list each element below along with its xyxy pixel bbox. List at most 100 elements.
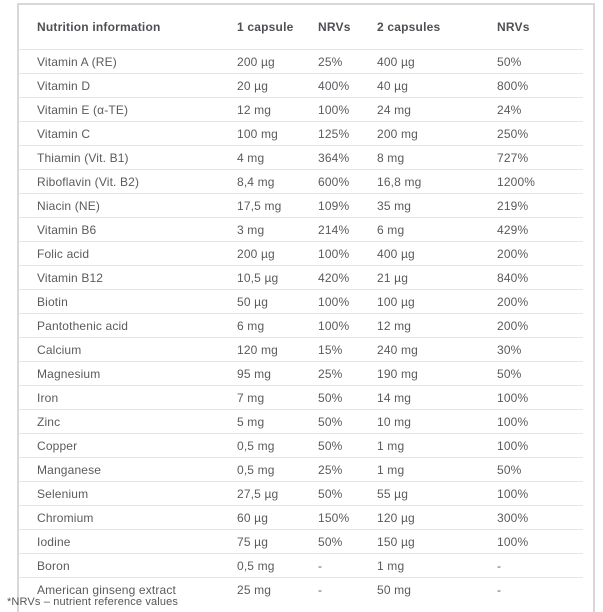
nutrient-name: Calcium [37, 342, 82, 357]
column-header-nutrition-information: Nutrition information [37, 20, 161, 34]
table-row: Vitamin D 20 µg 400% 40 µg 800% [19, 73, 583, 97]
nutrient-name: American ginseng extract [37, 582, 176, 597]
nrv-2-capsules: 250% [497, 126, 529, 141]
table-row: Thiamin (Vit. B1) 4 mg 364% 8 mg 727% [19, 145, 583, 169]
value-2-capsules: 240 mg [377, 342, 418, 357]
value-2-capsules: 21 µg [377, 270, 409, 285]
nrv-2-capsules: - [497, 582, 502, 597]
nutrient-name: Magnesium [37, 366, 101, 381]
table-row: Iron 7 mg 50% 14 mg 100% [19, 385, 583, 409]
table-row: Riboflavin (Vit. B2) 8,4 mg 600% 16,8 mg… [19, 169, 583, 193]
value-2-capsules: 200 mg [377, 126, 418, 141]
nrv-2-capsules: 24% [497, 102, 522, 117]
nrv-1-capsule: 100% [318, 318, 350, 333]
value-2-capsules: 120 µg [377, 510, 415, 525]
nutrient-name: Manganese [37, 462, 102, 477]
nrv-1-capsule: 100% [318, 246, 350, 261]
nrv-1-capsule: 50% [318, 438, 343, 453]
nrv-1-capsule: 125% [318, 126, 350, 141]
value-1-capsule: 6 mg [237, 318, 265, 333]
value-2-capsules: 150 µg [377, 534, 415, 549]
nutrient-name: Boron [37, 558, 70, 573]
value-1-capsule: 120 mg [237, 342, 278, 357]
nrv-1-capsule: 214% [318, 222, 350, 237]
table-row: Niacin (NE) 17,5 mg 109% 35 mg 219% [19, 193, 583, 217]
nutrient-name: Chromium [37, 510, 94, 525]
nutrient-name: Riboflavin (Vit. B2) [37, 174, 140, 189]
value-2-capsules: 24 mg [377, 102, 412, 117]
value-2-capsules: 6 mg [377, 222, 405, 237]
nutrient-name: Iron [37, 390, 59, 405]
nrv-2-capsules: 100% [497, 414, 529, 429]
nrv-1-capsule: 400% [318, 78, 350, 93]
nrv-2-capsules: 1200% [497, 174, 536, 189]
value-2-capsules: 1 mg [377, 558, 405, 573]
value-1-capsule: 12 mg [237, 102, 272, 117]
nrv-1-capsule: 420% [318, 270, 350, 285]
nrv-2-capsules: 429% [497, 222, 529, 237]
value-2-capsules: 400 µg [377, 246, 415, 261]
nrv-1-capsule: 15% [318, 342, 343, 357]
value-1-capsule: 5 mg [237, 414, 265, 429]
column-header-2-capsules: 2 capsules [377, 20, 441, 34]
nutrient-name: Niacin (NE) [37, 198, 100, 213]
value-1-capsule: 200 µg [237, 54, 275, 69]
table-row: Pantothenic acid 6 mg 100% 12 mg 200% [19, 313, 583, 337]
value-2-capsules: 40 µg [377, 78, 409, 93]
nrv-1-capsule: 109% [318, 198, 350, 213]
table-row: Vitamin E (α-TE) 12 mg 100% 24 mg 24% [19, 97, 583, 121]
nrv-2-capsules: 840% [497, 270, 529, 285]
value-1-capsule: 95 mg [237, 366, 272, 381]
value-2-capsules: 55 µg [377, 486, 409, 501]
table-row: Copper 0,5 mg 50% 1 mg 100% [19, 433, 583, 457]
nrv-2-capsules: 100% [497, 438, 529, 453]
nutrient-name: Vitamin C [37, 126, 91, 141]
value-1-capsule: 27,5 µg [237, 486, 279, 501]
nutrient-name: Iodine [37, 534, 71, 549]
nrv-1-capsule: 50% [318, 414, 343, 429]
nutrient-name: Vitamin B6 [37, 222, 97, 237]
table-row: Vitamin C 100 mg 125% 200 mg 250% [19, 121, 583, 145]
value-1-capsule: 0,5 mg [237, 438, 275, 453]
table-row: Magnesium 95 mg 25% 190 mg 50% [19, 361, 583, 385]
nrv-1-capsule: 100% [318, 102, 350, 117]
table-row: Boron 0,5 mg - 1 mg - [19, 553, 583, 577]
table-row: Vitamin B12 10,5 µg 420% 21 µg 840% [19, 265, 583, 289]
nrv-2-capsules: 50% [497, 54, 522, 69]
nrv-1-capsule: 25% [318, 462, 343, 477]
nutrient-name: Vitamin A (RE) [37, 54, 117, 69]
value-1-capsule: 0,5 mg [237, 558, 275, 573]
value-1-capsule: 200 µg [237, 246, 275, 261]
nrv-1-capsule: 150% [318, 510, 350, 525]
nrv-2-capsules: 200% [497, 294, 529, 309]
nrv-2-capsules: 727% [497, 150, 529, 165]
value-1-capsule: 10,5 µg [237, 270, 279, 285]
nrv-2-capsules: 50% [497, 366, 522, 381]
nrv-1-capsule: 50% [318, 534, 343, 549]
nrv-2-capsules: 30% [497, 342, 522, 357]
value-2-capsules: 35 mg [377, 198, 412, 213]
nrv-1-capsule: 600% [318, 174, 350, 189]
value-1-capsule: 60 µg [237, 510, 269, 525]
nutrient-name: Vitamin E (α-TE) [37, 102, 129, 117]
value-1-capsule: 25 mg [237, 582, 272, 597]
nrv-2-capsules: 200% [497, 318, 529, 333]
table-row: Manganese 0,5 mg 25% 1 mg 50% [19, 457, 583, 481]
nrv-1-capsule: 100% [318, 294, 350, 309]
nutrient-name: Selenium [37, 486, 89, 501]
value-2-capsules: 50 mg [377, 582, 412, 597]
value-1-capsule: 7 mg [237, 390, 265, 405]
nrv-2-capsules: 300% [497, 510, 529, 525]
nutrient-name: Thiamin (Vit. B1) [37, 150, 129, 165]
nrv-2-capsules: - [497, 558, 502, 573]
nrv-1-capsule: 364% [318, 150, 350, 165]
value-2-capsules: 12 mg [377, 318, 412, 333]
table-row: Calcium 120 mg 15% 240 mg 30% [19, 337, 583, 361]
nutrient-name: Vitamin B12 [37, 270, 104, 285]
value-1-capsule: 3 mg [237, 222, 265, 237]
table-row: Biotin 50 µg 100% 100 µg 200% [19, 289, 583, 313]
value-2-capsules: 400 µg [377, 54, 415, 69]
nrv-1-capsule: - [318, 558, 323, 573]
nutrient-name: Vitamin D [37, 78, 91, 93]
nrv-2-capsules: 219% [497, 198, 529, 213]
